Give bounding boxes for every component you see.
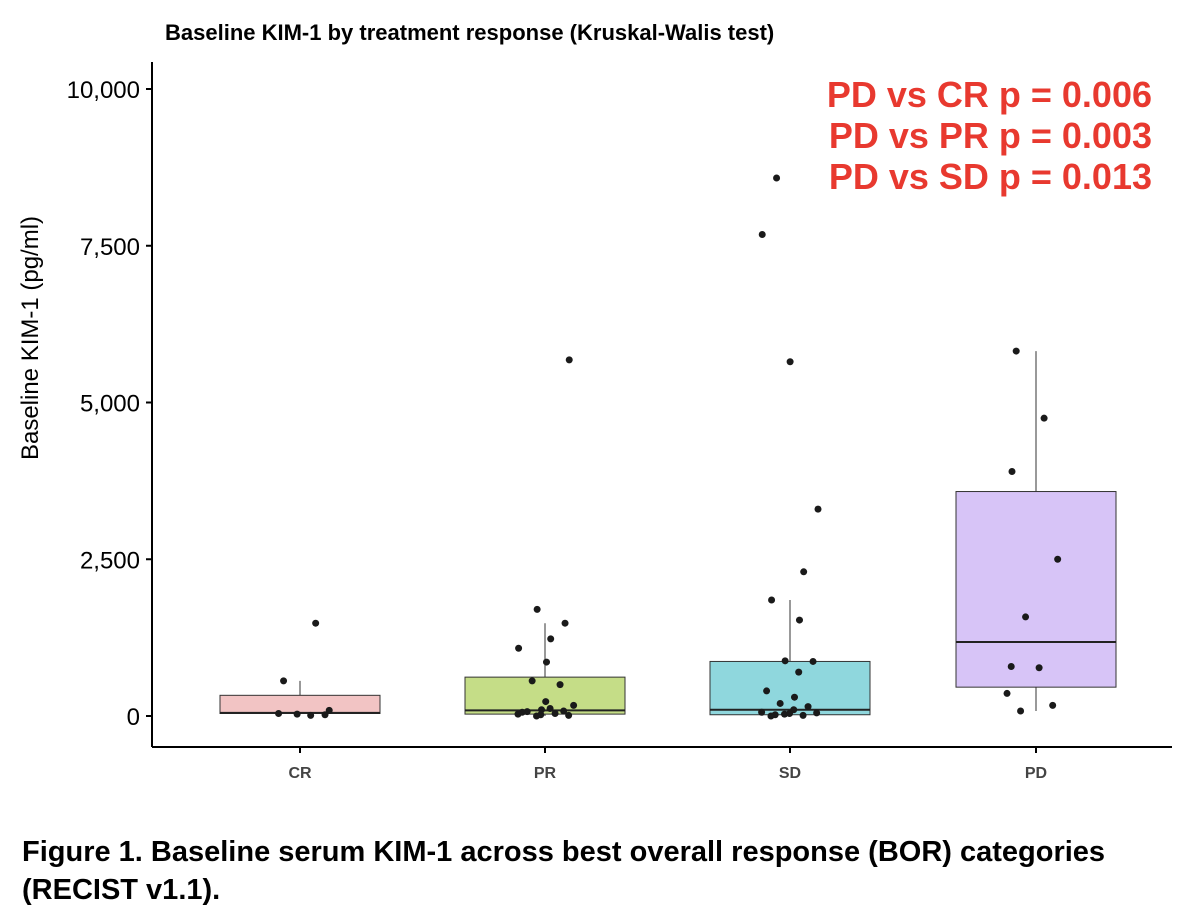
data-point-sd: [781, 657, 789, 665]
data-point-sd: [809, 657, 817, 665]
p-value-annotation: PD vs PR p = 0.003: [829, 115, 1152, 156]
data-point-pd: [1022, 613, 1030, 621]
x-tick-label-pr: PR: [534, 765, 557, 782]
data-point-pr: [570, 701, 578, 709]
data-point-sd: [763, 687, 771, 695]
data-point-pd: [1008, 467, 1016, 475]
box-pr: [464, 623, 626, 716]
boxes: [219, 351, 1117, 716]
data-point-sd: [758, 708, 766, 716]
data-point-sd: [800, 568, 808, 576]
y-tick-label: 0: [127, 704, 140, 731]
chart-title: Baseline KIM-1 by treatment response (Kr…: [165, 20, 774, 45]
data-point-pd: [1035, 664, 1043, 672]
data-point-pd: [1040, 414, 1048, 422]
y-tick-label: 5,000: [80, 391, 140, 418]
box-plot-chart: Baseline KIM-1 by treatment response (Kr…: [17, 20, 1172, 782]
data-point-sd: [791, 693, 798, 701]
data-point-sd: [767, 712, 775, 720]
y-axis-label: Baseline KIM-1 (pg/ml): [17, 216, 44, 460]
y-tick-label: 10,000: [67, 77, 140, 104]
data-point-pr: [533, 605, 541, 613]
data-point-sd: [795, 616, 803, 624]
data-point-pr: [528, 677, 536, 685]
data-point-pr: [546, 704, 554, 712]
data-point-pr: [547, 635, 555, 643]
data-point-sd: [814, 505, 822, 513]
data-point-sd: [799, 711, 807, 719]
data-point-pr: [533, 712, 541, 720]
data-point-cr: [307, 711, 315, 719]
data-point-pd: [1007, 662, 1015, 670]
y-tick-label: 2,500: [80, 547, 140, 574]
p-value-annotation: PD vs CR p = 0.006: [827, 74, 1152, 115]
data-point-cr: [321, 711, 329, 719]
y-ticks: 0 2,500 5,000 7,500 10,000: [67, 77, 152, 731]
data-point-sd: [786, 358, 794, 366]
data-point-pr: [565, 711, 573, 719]
data-point-pr: [542, 698, 550, 706]
box-sd: [709, 600, 871, 716]
data-point-sd: [804, 703, 812, 711]
data-point-pr: [551, 709, 559, 717]
box-iqr: [464, 676, 626, 715]
data-point-pr: [515, 644, 523, 652]
data-point-sd: [773, 174, 781, 182]
axes: [151, 62, 1172, 748]
box-iqr: [955, 491, 1117, 688]
data-point-pr: [543, 658, 550, 666]
data-point-sd: [768, 596, 776, 604]
box-cr: [219, 680, 381, 714]
data-point-cr: [293, 710, 301, 718]
data-point-sd: [758, 230, 766, 238]
x-tick-label-sd: SD: [779, 765, 801, 782]
data-point-sd: [781, 710, 789, 718]
box-iqr: [219, 694, 381, 714]
data-point-pr: [561, 619, 569, 627]
data-point-pd: [1003, 689, 1011, 697]
data-point-sd: [813, 709, 821, 717]
data-point-pd: [1017, 707, 1025, 715]
data-point-pd: [1049, 701, 1057, 709]
data-point-cr: [280, 677, 288, 685]
data-point-pr: [560, 707, 568, 715]
x-tick-label-cr: CR: [288, 765, 312, 782]
data-point-sd: [776, 699, 784, 707]
y-tick-label: 7,500: [80, 234, 140, 261]
data-points: [275, 174, 1062, 720]
data-point-pr: [514, 710, 522, 718]
box-iqr: [709, 660, 871, 716]
x-ticks: CR PR SD PD: [288, 747, 1047, 782]
p-value-annotation: PD vs SD p = 0.013: [829, 156, 1152, 197]
data-point-pd: [1012, 347, 1020, 355]
data-point-cr: [275, 709, 283, 717]
figure-caption: Figure 1. Baseline serum KIM-1 across be…: [22, 836, 1106, 906]
data-point-cr: [312, 619, 320, 627]
x-tick-label-pd: PD: [1025, 765, 1047, 782]
box-pd: [955, 351, 1117, 711]
data-point-pd: [1054, 555, 1062, 563]
data-point-sd: [795, 668, 803, 676]
data-point-cr: [325, 706, 333, 714]
data-point-pr: [556, 681, 564, 689]
data-point-pr: [565, 356, 573, 364]
